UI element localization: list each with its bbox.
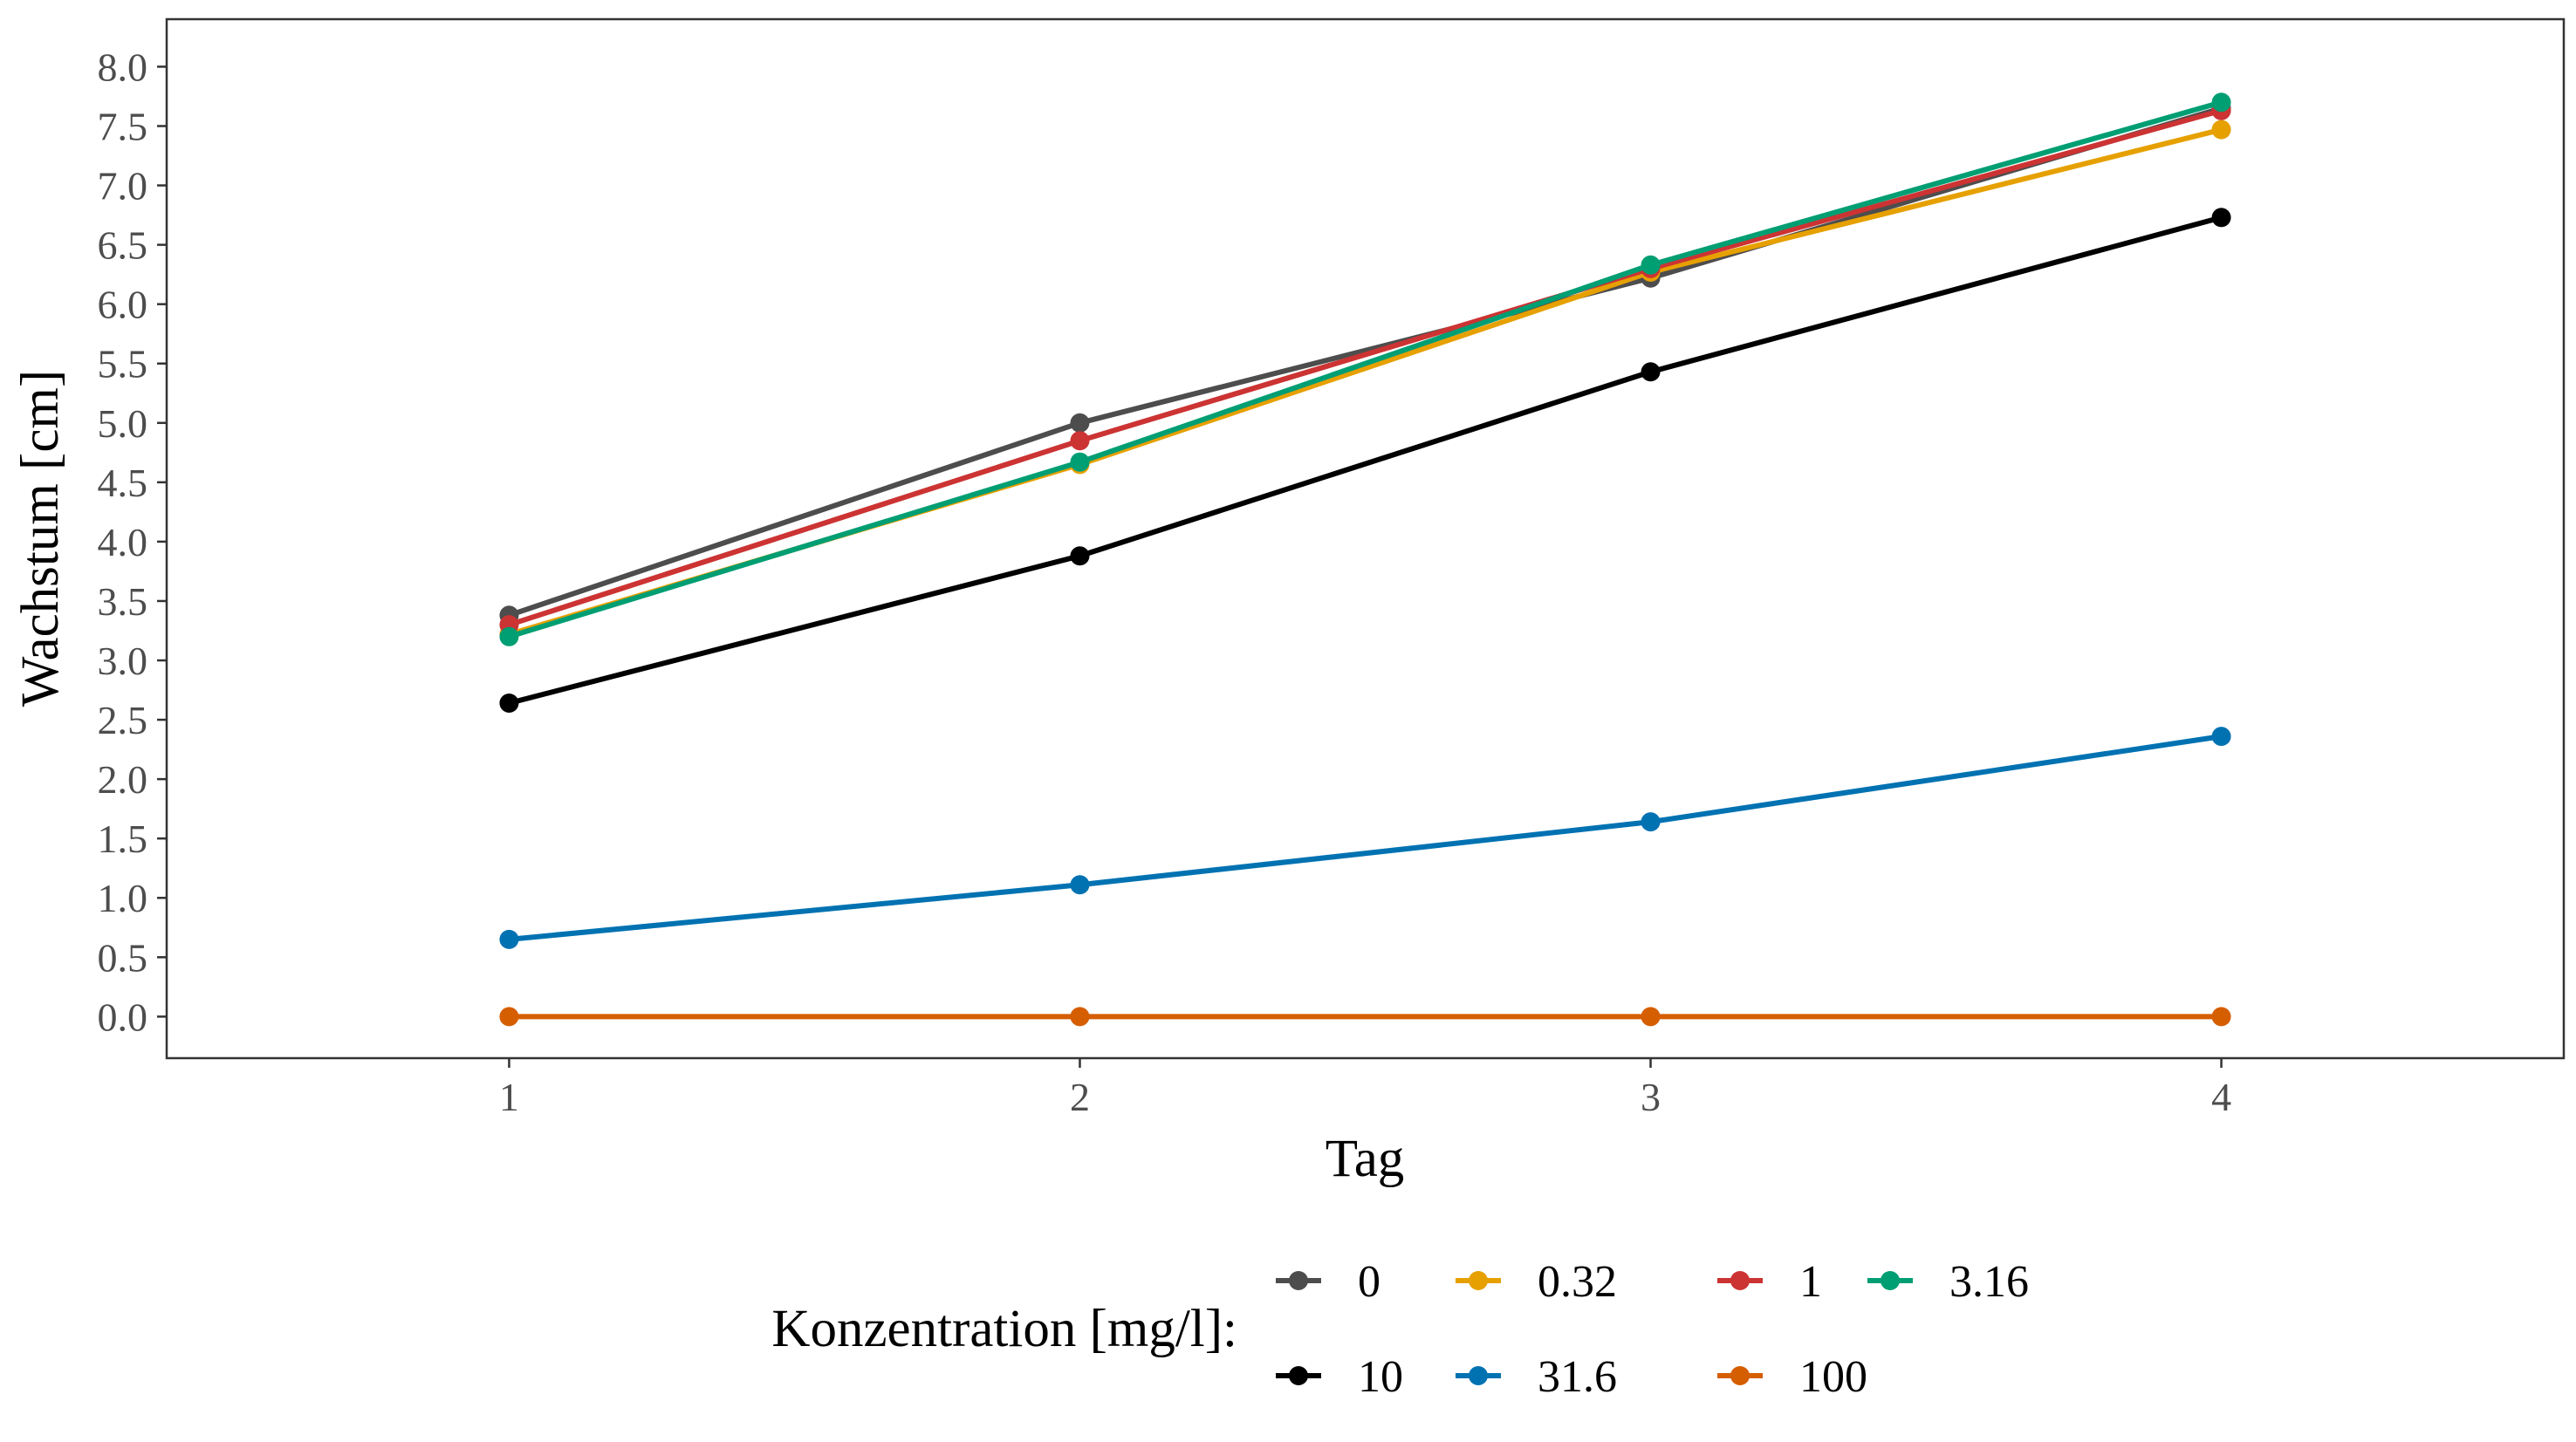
- data-point: [1070, 452, 1090, 472]
- data-point: [1070, 1007, 1090, 1027]
- x-tick-label: 2: [1070, 1075, 1090, 1119]
- y-tick-label: 7.0: [98, 164, 148, 208]
- plot-panel: [165, 17, 2566, 1060]
- legend-item: 10: [1276, 1352, 1403, 1402]
- data-point: [2211, 727, 2231, 747]
- legend-key-point: [1469, 1366, 1488, 1385]
- legend-key-point: [1289, 1271, 1308, 1290]
- y-tick-label: 1.0: [98, 876, 148, 920]
- legend-key-point: [1289, 1366, 1308, 1385]
- y-tick-label: 5.5: [98, 342, 148, 386]
- series-3-16: [499, 92, 2231, 646]
- data-point: [1070, 413, 1090, 433]
- legend-item: 31.6: [1456, 1352, 1617, 1402]
- series-line: [506, 106, 2224, 618]
- x-tick-label: 4: [2211, 1075, 2231, 1119]
- x-axis-title: Tag: [1326, 1130, 1405, 1188]
- data-point: [2211, 92, 2231, 113]
- data-point: [1641, 255, 1661, 275]
- data-point: [1070, 546, 1090, 566]
- series-100: [499, 1007, 2231, 1027]
- legend-key-point: [1730, 1366, 1750, 1385]
- legend-label: 100: [1799, 1352, 1867, 1402]
- legend-title: Konzentration [mg/l]:: [771, 1300, 1237, 1358]
- y-tick-label: 6.0: [98, 283, 148, 327]
- data-point: [1641, 812, 1661, 832]
- legend-label: 31.6: [1538, 1352, 1617, 1402]
- y-tick-label: 1.5: [98, 817, 148, 861]
- series-line: [506, 107, 2224, 628]
- legend: 0 0.32 1 3.16 10 31.6 100: [1276, 1257, 2029, 1402]
- data-point: [2211, 208, 2231, 228]
- y-tick-label: 3.0: [98, 639, 148, 683]
- legend-key-point: [1730, 1271, 1750, 1290]
- data-point: [1070, 875, 1090, 895]
- data-point: [499, 1007, 519, 1027]
- series-10: [499, 208, 2231, 714]
- series-31-6: [499, 727, 2231, 949]
- series-layer: [499, 92, 2231, 1027]
- data-point: [499, 626, 519, 646]
- y-axis-title: Wachstum [cm]: [11, 370, 70, 707]
- data-point: [499, 929, 519, 949]
- data-point: [1641, 1007, 1661, 1027]
- y-tick-label: 2.0: [98, 757, 148, 802]
- series-line: [506, 215, 2224, 707]
- y-tick-label: 7.5: [98, 105, 148, 149]
- legend-key-point: [1881, 1271, 1900, 1290]
- y-tick-label: 4.0: [98, 520, 148, 564]
- data-point: [2211, 1007, 2231, 1027]
- y-axis: 0.0 0.5 1.0 1.5 2.0 2.5 3.0 3.5 4.0 4.5 5.0 5.5 6.0 6…: [98, 44, 167, 1039]
- y-tick-label: 2.5: [98, 698, 148, 742]
- x-tick-label: 1: [499, 1075, 519, 1119]
- legend-item: 0.32: [1456, 1257, 1617, 1307]
- legend-label: 1: [1799, 1257, 1822, 1307]
- y-tick-label: 0.0: [98, 994, 148, 1039]
- y-tick-label: 4.5: [98, 461, 148, 505]
- legend-item: 100: [1717, 1352, 1867, 1402]
- legend-item: 0: [1276, 1257, 1380, 1307]
- legend-label: 0.32: [1538, 1257, 1617, 1307]
- data-point: [1070, 431, 1090, 451]
- legend-label: 3.16: [1949, 1257, 2029, 1307]
- x-tick-label: 3: [1641, 1075, 1661, 1119]
- series-line: [506, 99, 2224, 639]
- y-tick-label: 3.5: [98, 579, 148, 624]
- series-line: [506, 734, 2224, 942]
- data-point: [2211, 120, 2231, 140]
- x-axis: 1 2 3 4: [499, 1058, 2231, 1119]
- y-tick-label: 0.5: [98, 935, 148, 980]
- y-tick-label: 5.0: [98, 401, 148, 446]
- data-point: [499, 694, 519, 714]
- legend-key-point: [1469, 1271, 1488, 1290]
- data-point: [1641, 362, 1661, 382]
- y-tick-label: 8.0: [98, 44, 148, 89]
- legend-item: 1: [1717, 1257, 1822, 1307]
- legend-item: 3.16: [1867, 1257, 2029, 1307]
- legend-label: 0: [1358, 1257, 1380, 1307]
- legend-label: 10: [1358, 1352, 1403, 1402]
- y-tick-label: 6.5: [98, 223, 148, 268]
